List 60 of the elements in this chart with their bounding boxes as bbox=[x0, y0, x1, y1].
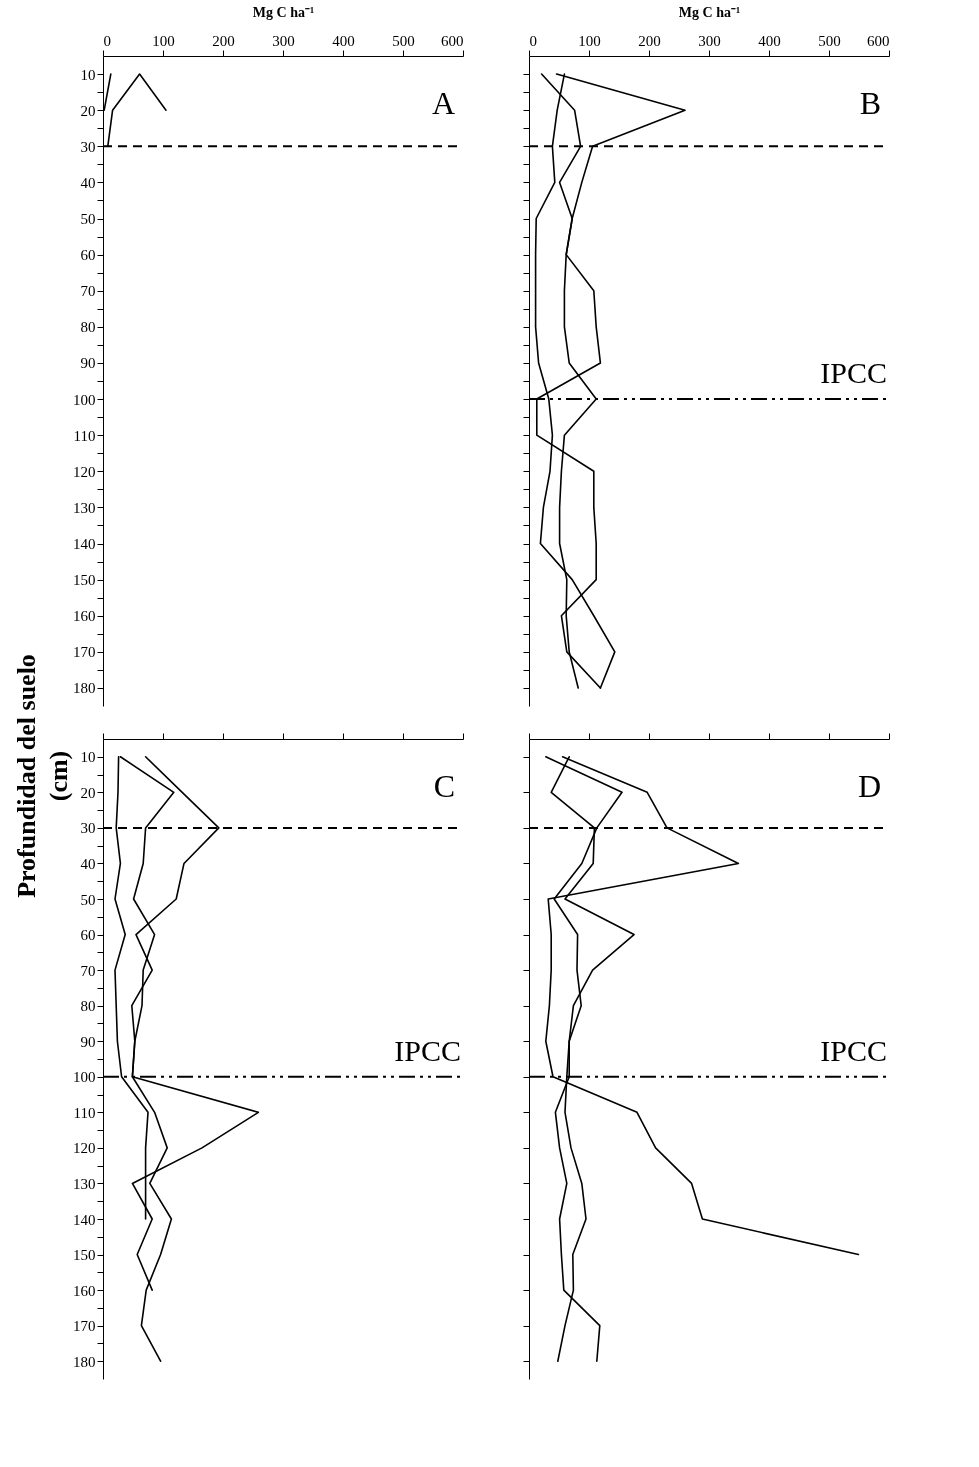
y-tick-label: 40 bbox=[80, 855, 96, 872]
x-tick-label: 500 bbox=[392, 32, 415, 49]
y-tick-label: 30 bbox=[80, 820, 96, 837]
annotation: A bbox=[431, 85, 455, 121]
y-tick-label: 20 bbox=[80, 784, 96, 801]
y-tick-label: 170 bbox=[73, 1318, 96, 1335]
y-tick-label: 20 bbox=[80, 102, 96, 119]
y-tick-label: 180 bbox=[73, 680, 96, 697]
x-tick-label: 500 bbox=[818, 32, 841, 49]
y-tick-label: 140 bbox=[73, 1211, 96, 1228]
x-tick-label: 100 bbox=[152, 32, 175, 49]
y-tick-label: 60 bbox=[80, 927, 96, 944]
y-tick-label: 140 bbox=[73, 536, 96, 552]
y-tick-label: 30 bbox=[80, 138, 96, 155]
y-tick-label: 10 bbox=[80, 66, 96, 83]
y-tick-label: 70 bbox=[80, 283, 96, 300]
y-tick-label: 50 bbox=[80, 211, 96, 227]
x-axis-title: Mg C ha⁻¹ bbox=[252, 4, 315, 20]
y-tick-label: 130 bbox=[73, 1175, 96, 1192]
y-tick-label: 130 bbox=[73, 499, 96, 516]
x-tick-label: 200 bbox=[638, 32, 661, 49]
y-tick-label: 10 bbox=[80, 749, 96, 766]
y-tick-label: 90 bbox=[80, 1033, 96, 1050]
x-tick-label: 0 bbox=[529, 32, 537, 49]
y-tick-label: 110 bbox=[73, 1104, 96, 1121]
y-tick-label: 150 bbox=[73, 1247, 96, 1264]
y-tick-label: 80 bbox=[80, 998, 96, 1015]
legend-label: IPCC bbox=[394, 1033, 461, 1067]
y-tick-label: 120 bbox=[73, 1140, 96, 1157]
y-tick-label: 60 bbox=[80, 247, 96, 264]
x-axis-title: Mg C ha⁻¹ bbox=[678, 4, 741, 20]
y-tick-label: 160 bbox=[73, 1282, 96, 1299]
y-tick-label: 180 bbox=[73, 1353, 96, 1370]
x-tick-label: 0 bbox=[103, 32, 111, 49]
x-tick-label: 600 bbox=[867, 32, 890, 49]
annotation: D bbox=[857, 768, 881, 804]
y-tick-label: 40 bbox=[80, 174, 96, 191]
annotation: C bbox=[433, 768, 455, 804]
y-tick-label: 150 bbox=[73, 572, 96, 589]
x-tick-label: 200 bbox=[212, 32, 235, 49]
x-tick-label: 400 bbox=[332, 32, 355, 49]
y-tick-label: 110 bbox=[73, 427, 96, 444]
y-tick-label: 80 bbox=[80, 319, 96, 336]
y-tick-label: 70 bbox=[80, 962, 96, 979]
y-axis-title: Profundidad del suelo (cm) bbox=[12, 654, 73, 898]
annotation: B bbox=[859, 85, 881, 121]
y-tick-label: 120 bbox=[73, 463, 96, 480]
ref-line-label: IPCC bbox=[820, 356, 887, 390]
y-tick-label: 50 bbox=[80, 891, 96, 908]
ref-line-label: IPCC bbox=[820, 1033, 887, 1067]
y-tick-label: 160 bbox=[73, 608, 96, 625]
y-tick-label: 170 bbox=[73, 644, 96, 661]
x-tick-label: 400 bbox=[758, 32, 781, 49]
x-tick-label: 300 bbox=[698, 32, 721, 49]
x-tick-label: 600 bbox=[441, 32, 464, 49]
y-tick-label: 100 bbox=[73, 391, 96, 408]
y-tick-label: 100 bbox=[73, 1069, 96, 1086]
x-tick-label: 100 bbox=[578, 32, 601, 49]
x-tick-label: 300 bbox=[272, 32, 295, 49]
y-tick-label: 90 bbox=[80, 355, 96, 372]
